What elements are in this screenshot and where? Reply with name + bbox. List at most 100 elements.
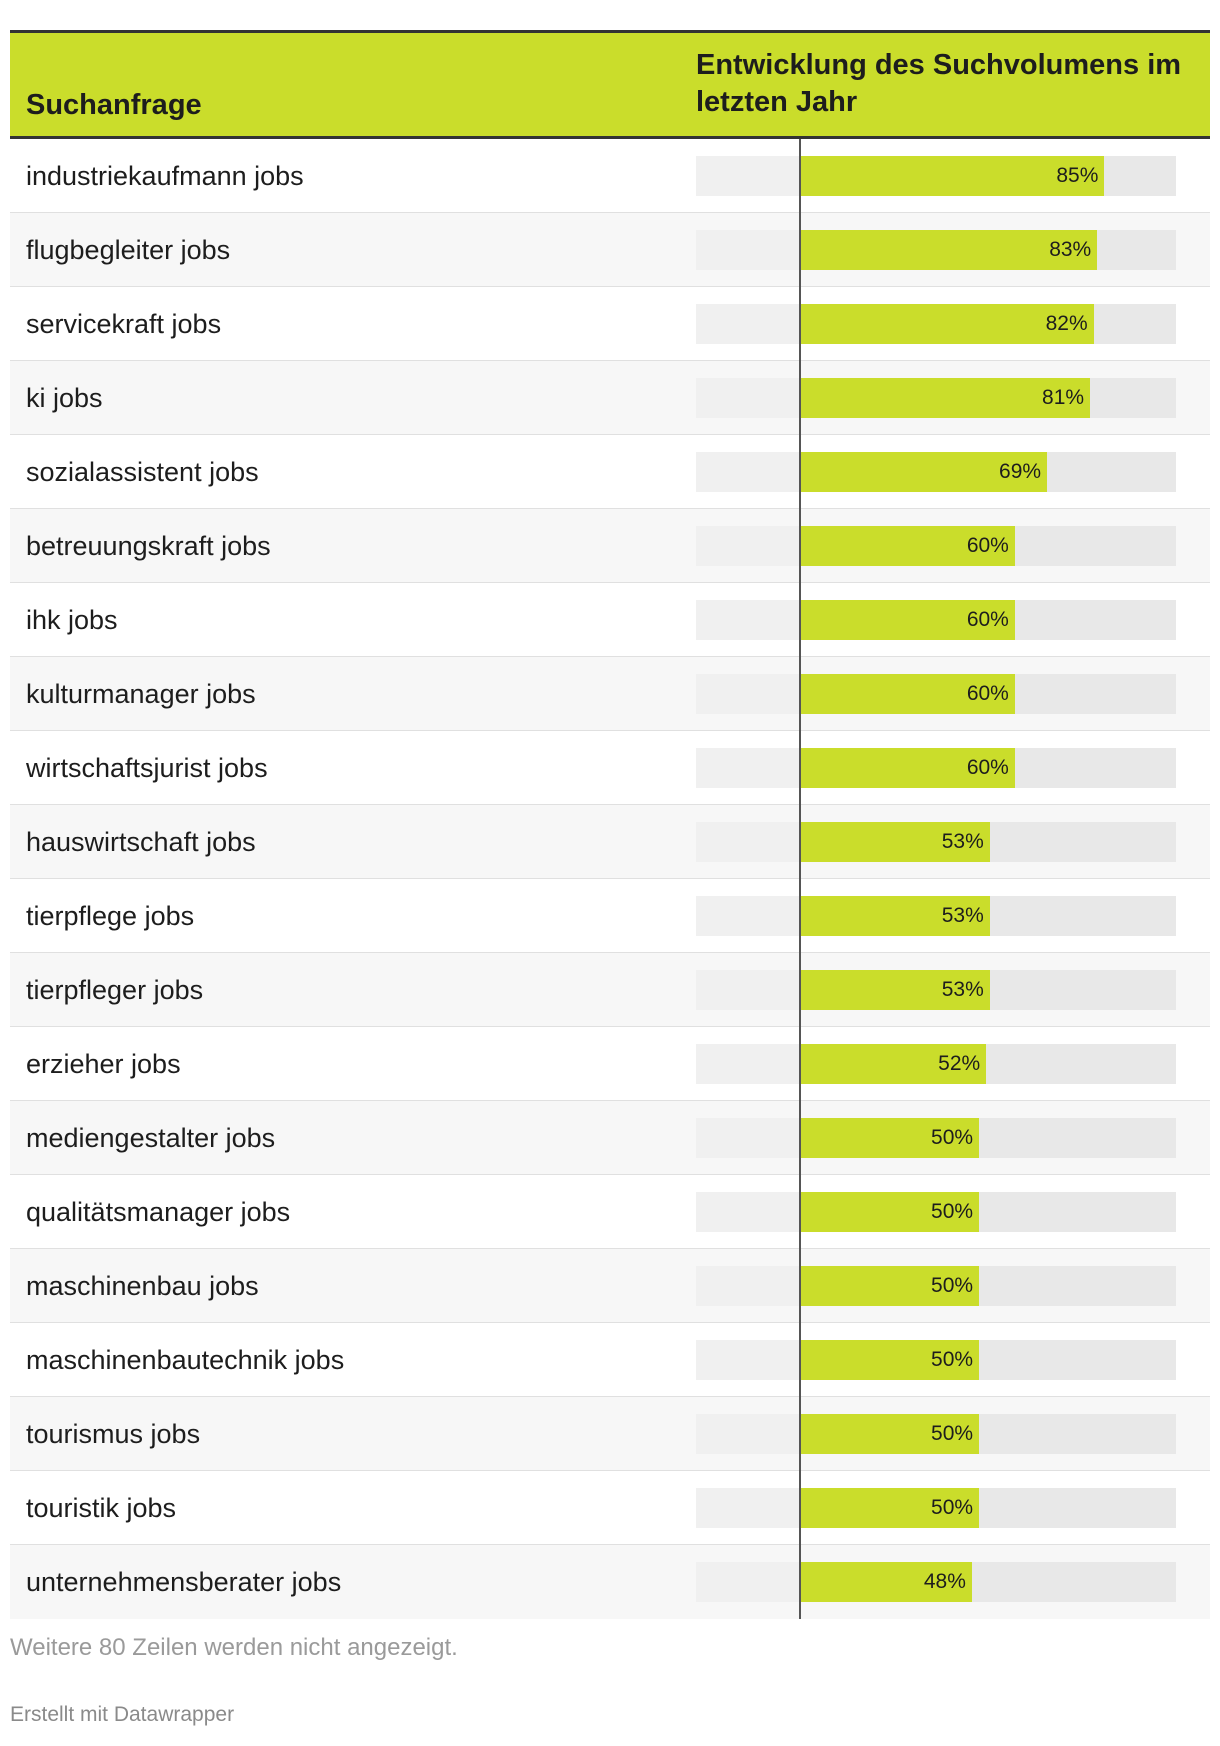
- value-bar: [800, 748, 1015, 788]
- value-bar: [800, 1044, 987, 1084]
- bar-background-negative: [696, 1266, 800, 1306]
- bar-track: 60%: [696, 674, 1176, 714]
- value-bar: [800, 230, 1098, 270]
- table-row: qualitätsmanager jobs 50%: [10, 1175, 1210, 1249]
- value-label: 60%: [966, 608, 1009, 631]
- table-row: wirtschaftsjurist jobs 60%: [10, 731, 1210, 805]
- value-bar: [800, 822, 990, 862]
- table-row: tierpflege jobs 53%: [10, 879, 1210, 953]
- value-bar: [800, 1414, 980, 1454]
- query-label: tierpfleger jobs: [26, 975, 204, 1005]
- query-label: unternehmensberater jobs: [26, 1567, 342, 1597]
- table-row: ki jobs 81%: [10, 361, 1210, 435]
- value-bar: [800, 1118, 980, 1158]
- table-row: mediengestalter jobs 50%: [10, 1101, 1210, 1175]
- bar-track: 85%: [696, 156, 1176, 196]
- value-label: 69%: [999, 460, 1042, 483]
- value-label: 53%: [941, 830, 984, 853]
- column-header-change[interactable]: Entwicklung des Suchvolumens im letzten …: [696, 49, 1182, 118]
- bar-background-negative: [696, 230, 800, 270]
- bar-background-negative: [696, 822, 800, 862]
- bar-track: 82%: [696, 304, 1176, 344]
- query-label: wirtschaftsjurist jobs: [26, 753, 268, 783]
- data-table: Suchanfrage Entwicklung des Suchvolumens…: [10, 30, 1210, 1619]
- value-bar: [800, 970, 990, 1010]
- value-bar: [800, 896, 990, 936]
- query-label: industriekaufmann jobs: [26, 161, 304, 191]
- bar-track: 50%: [696, 1340, 1176, 1380]
- value-label: 81%: [1042, 386, 1085, 409]
- table-row: touristik jobs 50%: [10, 1471, 1210, 1545]
- table-body: industriekaufmann jobs 85% flugbegleiter j…: [10, 139, 1210, 1619]
- value-label: 50%: [931, 1126, 974, 1149]
- bar-track: 83%: [696, 230, 1176, 270]
- query-label: touristik jobs: [26, 1493, 177, 1523]
- value-bar: [800, 1340, 980, 1380]
- value-label: 48%: [923, 1570, 966, 1593]
- table-row: tierpfleger jobs 53%: [10, 953, 1210, 1027]
- value-bar: [800, 1562, 972, 1602]
- value-label: 50%: [931, 1274, 974, 1297]
- bar-background-negative: [696, 674, 800, 714]
- hidden-rows-note: Weitere 80 Zeilen werden nicht angezeigt…: [10, 1634, 458, 1661]
- bar-track: 81%: [696, 378, 1176, 418]
- bar-background-negative: [696, 970, 800, 1010]
- table-row: unternehmensberater jobs 48%: [10, 1545, 1210, 1619]
- bar-background-negative: [696, 526, 800, 566]
- bar-track: 53%: [696, 970, 1176, 1010]
- table-row: servicekraft jobs 82%: [10, 287, 1210, 361]
- value-label: 82%: [1045, 312, 1088, 335]
- query-label: flugbegleiter jobs: [26, 235, 231, 265]
- table-row: sozialassistent jobs 69%: [10, 435, 1210, 509]
- query-label: hauswirtschaft jobs: [26, 827, 256, 857]
- bar-background-negative: [696, 1118, 800, 1158]
- table-row: flugbegleiter jobs 83%: [10, 213, 1210, 287]
- bar-background-negative: [696, 748, 800, 788]
- bar-background-negative: [696, 156, 800, 196]
- bar-track: 60%: [696, 600, 1176, 640]
- value-bar: [800, 1488, 980, 1528]
- bar-background-negative: [696, 1562, 800, 1602]
- bar-track: 52%: [696, 1044, 1176, 1084]
- query-label: maschinenbau jobs: [26, 1271, 259, 1301]
- bar-background-negative: [696, 304, 800, 344]
- query-label: maschinenbautechnik jobs: [26, 1345, 345, 1375]
- value-bar: [800, 156, 1105, 196]
- bar-background-negative: [696, 378, 800, 418]
- table-row: kulturmanager jobs 60%: [10, 657, 1210, 731]
- value-label: 85%: [1056, 164, 1099, 187]
- query-label: tourismus jobs: [26, 1419, 201, 1449]
- bar-background-negative: [696, 896, 800, 936]
- bar-track: 69%: [696, 452, 1176, 492]
- bar-background-negative: [696, 1488, 800, 1528]
- value-label: 53%: [941, 978, 984, 1001]
- query-label: kulturmanager jobs: [26, 679, 256, 709]
- query-label: mediengestalter jobs: [26, 1123, 276, 1153]
- query-label: ihk jobs: [26, 605, 118, 635]
- value-bar: [800, 452, 1048, 492]
- column-header-query[interactable]: Suchanfrage: [26, 89, 202, 121]
- bar-track: 60%: [696, 748, 1176, 788]
- value-bar: [800, 378, 1091, 418]
- bar-track: 50%: [696, 1118, 1176, 1158]
- table-row: hauswirtschaft jobs 53%: [10, 805, 1210, 879]
- bar-background-negative: [696, 1044, 800, 1084]
- bar-track: 50%: [696, 1266, 1176, 1306]
- value-bar: [800, 674, 1015, 714]
- query-label: qualitätsmanager jobs: [26, 1197, 291, 1227]
- bar-track: 60%: [696, 526, 1176, 566]
- credit-line: Erstellt mit Datawrapper: [10, 1703, 235, 1726]
- bar-background-negative: [696, 600, 800, 640]
- zero-axis-line: [799, 139, 801, 1619]
- query-label: servicekraft jobs: [26, 309, 222, 339]
- query-label: ki jobs: [26, 383, 103, 413]
- bar-track: 48%: [696, 1562, 1176, 1602]
- table-header: Suchanfrage Entwicklung des Suchvolumens…: [10, 30, 1210, 139]
- value-label: 50%: [931, 1348, 974, 1371]
- value-bar: [800, 526, 1015, 566]
- table-row: maschinenbautechnik jobs 50%: [10, 1323, 1210, 1397]
- query-label: tierpflege jobs: [26, 901, 195, 931]
- bar-track: 53%: [696, 822, 1176, 862]
- table-row: industriekaufmann jobs 85%: [10, 139, 1210, 213]
- query-label: sozialassistent jobs: [26, 457, 259, 487]
